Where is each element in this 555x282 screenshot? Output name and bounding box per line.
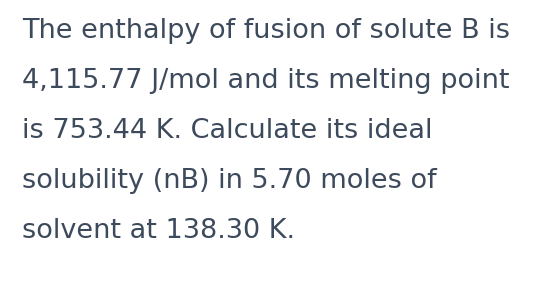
Text: 4,115.77 J/mol and its melting point: 4,115.77 J/mol and its melting point [22, 68, 509, 94]
Text: The enthalpy of fusion of solute B is: The enthalpy of fusion of solute B is [22, 18, 510, 44]
Text: solubility (nB) in 5.70 moles of: solubility (nB) in 5.70 moles of [22, 168, 437, 194]
Text: is 753.44 K. Calculate its ideal: is 753.44 K. Calculate its ideal [22, 118, 432, 144]
Text: solvent at 138.30 K.: solvent at 138.30 K. [22, 218, 295, 244]
